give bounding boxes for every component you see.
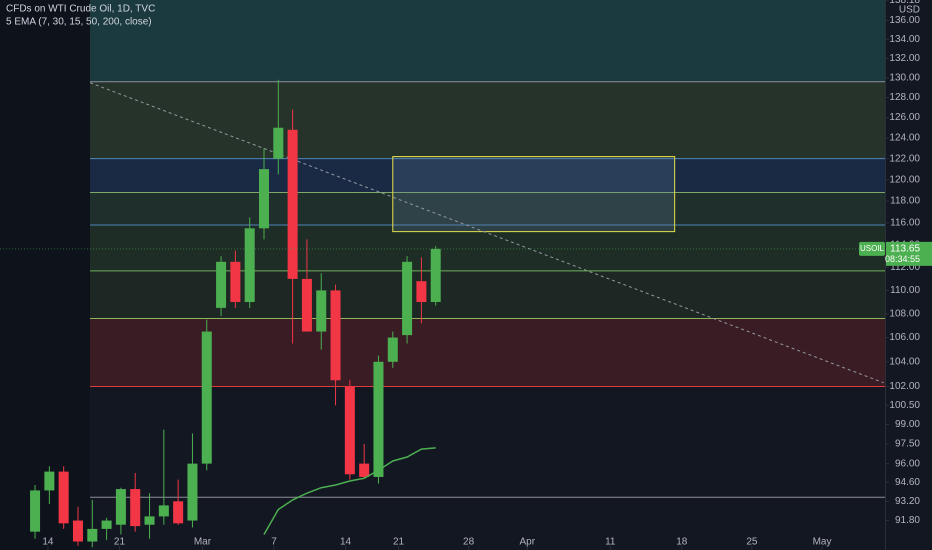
x-tick-label: 18 xyxy=(676,537,688,548)
candle-body xyxy=(101,520,112,529)
candle-body xyxy=(301,278,312,332)
y-tick-label: 91.80 xyxy=(895,515,920,526)
y-tick-label: 96.00 xyxy=(895,458,920,469)
candle-body xyxy=(430,248,441,303)
plot xyxy=(0,79,885,548)
candle-body xyxy=(201,331,212,464)
candle-body xyxy=(144,516,155,525)
ema-line xyxy=(263,447,436,535)
candle-body xyxy=(416,281,427,303)
y-tick-label: 122.00 xyxy=(889,153,920,164)
candle-body xyxy=(316,290,327,332)
y-tick-label: 104.00 xyxy=(889,356,920,367)
zone xyxy=(90,0,885,82)
x-tick-label: 28 xyxy=(463,537,475,548)
zone xyxy=(90,270,885,319)
candle-body xyxy=(373,361,384,477)
x-tick-label: 25 xyxy=(746,537,758,548)
candle-body xyxy=(287,129,298,279)
price-axis: 138.18 136.00 134.00 132.00 130.00 128.00 126.… xyxy=(42,0,932,550)
x-tick-label: 21 xyxy=(114,537,126,548)
left-shade xyxy=(0,0,90,550)
candle-body xyxy=(72,520,83,542)
y-tick-label: 118.00 xyxy=(890,196,920,207)
candle-body xyxy=(230,261,241,303)
symbol-label: USOIL xyxy=(860,244,885,253)
x-tick-label: May xyxy=(813,537,832,548)
candle-body xyxy=(115,489,126,525)
y-tick-label: 132.00 xyxy=(889,53,920,64)
candle-body xyxy=(387,337,398,362)
currency: USD xyxy=(899,5,920,16)
candle-body xyxy=(344,386,355,475)
y-tick-label: 136.00 xyxy=(889,15,920,26)
candle-body xyxy=(30,490,41,532)
y-tick-label: 134.00 xyxy=(889,34,920,45)
candle-body xyxy=(58,471,69,524)
y-tick-label: 128.00 xyxy=(889,92,920,103)
candle-body xyxy=(87,528,98,542)
y-tick-label: 108.00 xyxy=(889,308,920,319)
y-tick-label: 102.00 xyxy=(889,381,920,392)
candle-body xyxy=(187,463,198,521)
x-tick-label: 11 xyxy=(605,537,616,548)
x-tick-label: Mar xyxy=(194,537,212,548)
x-tick-label: Apr xyxy=(519,537,535,548)
candle-body xyxy=(130,489,141,527)
x-tick-label: 7 xyxy=(271,537,277,548)
y-tick-label: 99.00 xyxy=(895,419,920,430)
zone xyxy=(90,318,885,387)
candle-body xyxy=(173,501,184,524)
symbol-box xyxy=(859,241,885,256)
indicator-label: 5 EMA (7, 30, 15, 50, 200, close) xyxy=(6,17,152,28)
y-tick-label: 126.00 xyxy=(889,112,920,123)
zone xyxy=(90,81,885,159)
x-tick-label: 14 xyxy=(42,537,54,548)
zone-box xyxy=(392,156,676,233)
x-tick-label: 14 xyxy=(340,537,352,548)
y-tick-label: 93.20 xyxy=(895,496,920,507)
candle-body xyxy=(216,261,227,308)
y-tick-label: 94.60 xyxy=(895,477,920,488)
candle-body xyxy=(158,505,169,517)
countdown: 08:34:55 xyxy=(885,254,920,264)
candle-body xyxy=(330,290,341,381)
y-tick-label: 116.00 xyxy=(890,217,920,228)
candle-body xyxy=(258,169,270,229)
x-tick-label: 21 xyxy=(393,537,405,548)
price-label: 113.65 xyxy=(890,244,920,255)
y-tick-label: 138.18 xyxy=(889,0,920,6)
y-tick-label: 110.00 xyxy=(890,285,920,296)
candle-body xyxy=(273,127,284,159)
zone xyxy=(90,192,885,226)
y-tick-label: 112.00 xyxy=(890,262,920,273)
zone xyxy=(90,158,885,193)
y-tick-label: 124.00 xyxy=(889,133,920,144)
candle-body xyxy=(359,463,370,477)
y-tick-label: 106.00 xyxy=(889,332,920,343)
zones xyxy=(90,0,885,387)
candle-body xyxy=(244,228,255,303)
price-box xyxy=(886,241,932,266)
y-tick-label: 100.50 xyxy=(889,400,920,411)
y-tick-label: 130.00 xyxy=(889,72,920,83)
y-tick-label: 120.00 xyxy=(889,174,920,185)
candle-body xyxy=(44,471,55,491)
candle-body xyxy=(402,261,413,336)
y-tick-label: 97.50 xyxy=(895,439,920,450)
chart-title: CFDs on WTI Crude Oil, 1D, TVC xyxy=(6,4,155,15)
